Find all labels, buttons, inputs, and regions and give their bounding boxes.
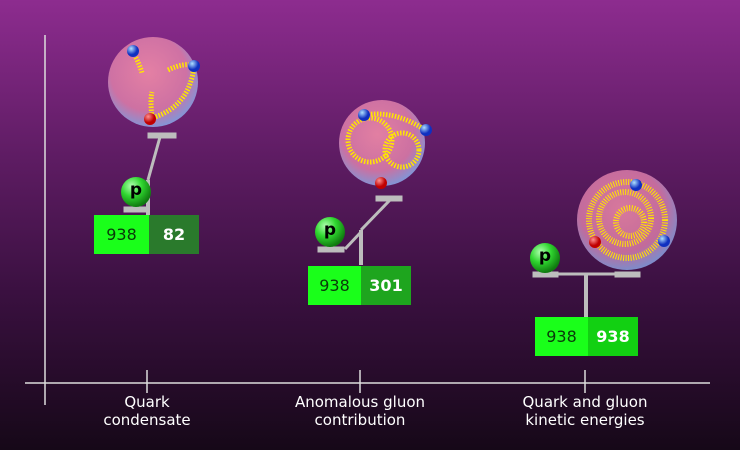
label-line: Anomalous gluon — [294, 393, 426, 411]
gluon-springs-3 — [586, 179, 668, 261]
hadron-sphere-1 — [108, 37, 198, 127]
category-label-1: Quark condensate — [47, 393, 247, 429]
proton-label: p — [323, 220, 337, 240]
proton-mass-box: 938 — [535, 317, 588, 356]
label-line: kinetic energies — [525, 411, 645, 429]
quark-red — [144, 113, 156, 125]
proton-sphere-2 — [315, 217, 345, 247]
label-line: condensate — [103, 411, 191, 429]
quark-blue — [127, 45, 139, 57]
contribution-box: 301 — [361, 266, 411, 305]
proton-label: p — [538, 246, 552, 266]
label-line: contribution — [314, 411, 406, 429]
contribution-box: 938 — [588, 317, 638, 356]
hadron-sphere-2 — [339, 100, 425, 186]
category-label-2: Anomalous gluon contribution — [260, 393, 460, 429]
quark-red — [589, 236, 601, 248]
proton-mass-box: 938 — [308, 266, 361, 305]
contribution-box: 82 — [149, 215, 199, 254]
gluon-springs-2 — [345, 111, 427, 170]
label-line: Quark — [124, 393, 170, 411]
hadron-sphere-3 — [577, 170, 677, 270]
quark-red — [375, 177, 387, 189]
label-line: Quark and gluon — [522, 393, 648, 411]
proton-mass-box: 938 — [94, 215, 149, 254]
quark-blue — [420, 124, 432, 136]
balance-3 — [532, 271, 641, 317]
proton-label: p — [129, 180, 143, 200]
proton-sphere-3 — [530, 243, 560, 273]
category-label-3: Quark and gluon kinetic energies — [485, 393, 685, 429]
quark-blue — [188, 60, 200, 72]
quark-blue — [358, 109, 370, 121]
quark-blue — [630, 179, 642, 191]
balance-2 — [317, 195, 403, 265]
quark-blue — [658, 235, 670, 247]
proton-sphere-1 — [121, 177, 151, 207]
